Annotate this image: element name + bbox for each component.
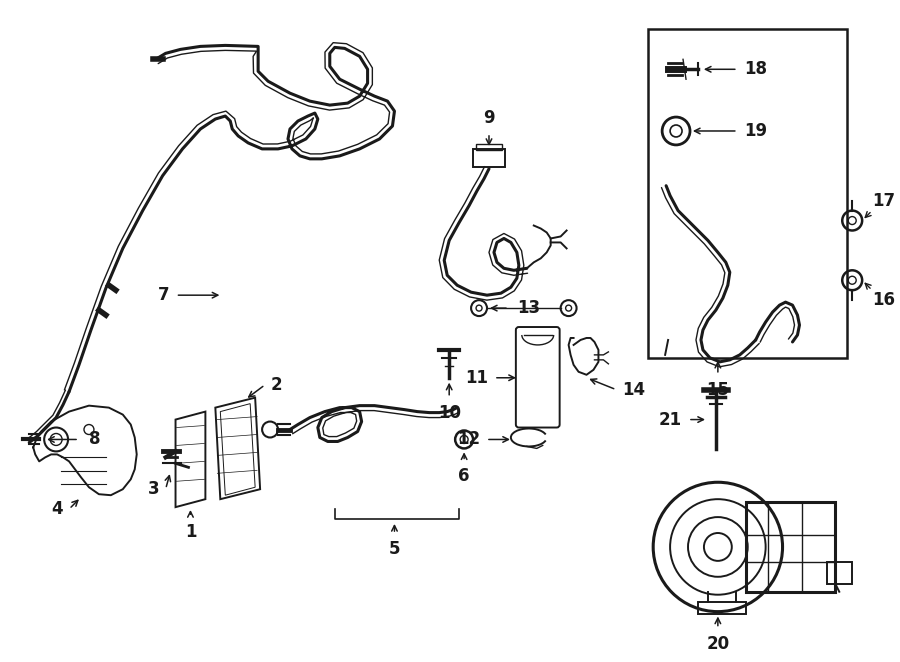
- Text: 18: 18: [743, 60, 767, 78]
- Text: 11: 11: [465, 369, 488, 387]
- Text: 2: 2: [271, 376, 283, 394]
- Text: 14: 14: [622, 381, 645, 399]
- Text: 12: 12: [457, 430, 480, 448]
- Bar: [698, 602, 746, 614]
- Text: 13: 13: [517, 299, 540, 317]
- Bar: [473, 149, 505, 167]
- Text: 19: 19: [743, 122, 767, 140]
- Text: 20: 20: [706, 634, 729, 653]
- Bar: [827, 562, 852, 584]
- Bar: [648, 30, 847, 358]
- Bar: [476, 144, 502, 150]
- Bar: [746, 502, 835, 592]
- Text: 15: 15: [706, 381, 729, 399]
- Text: 3: 3: [148, 480, 159, 498]
- Text: 10: 10: [437, 404, 461, 422]
- Text: 21: 21: [659, 410, 682, 428]
- Text: 4: 4: [51, 500, 63, 518]
- Text: 9: 9: [483, 109, 495, 127]
- Text: 5: 5: [389, 540, 400, 558]
- Text: 16: 16: [872, 291, 896, 309]
- Text: 7: 7: [158, 286, 169, 304]
- Text: 6: 6: [458, 467, 470, 485]
- Text: 17: 17: [872, 191, 896, 210]
- Text: 1: 1: [184, 523, 196, 541]
- Text: 8: 8: [89, 430, 101, 448]
